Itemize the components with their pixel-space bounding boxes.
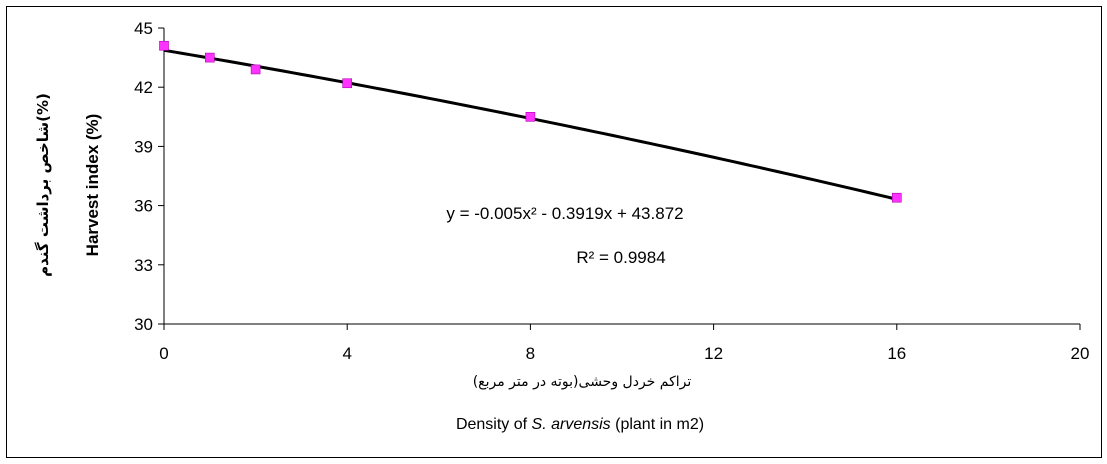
x-tick-label: 12 <box>704 344 723 363</box>
x-axis-title-suffix: (plant in m2) <box>611 416 704 433</box>
trendline-equation: y = -0.005x² - 0.3919x + 43.872 <box>446 204 683 223</box>
x-axis-title: Density of S. arvensis (plant in m2) <box>456 416 704 433</box>
x-tick-label: 8 <box>526 344 535 363</box>
data-point <box>891 192 902 203</box>
x-axis-title-prefix: Density of <box>456 416 532 433</box>
y-tick-label: 42 <box>134 78 153 97</box>
axes: 30 33 36 39 42 45 0 4 8 12 16 20 <box>134 19 1089 363</box>
x-axis-title-species: S. arvensis <box>532 416 611 433</box>
y-tick-label: 36 <box>134 197 153 216</box>
trendline <box>163 48 898 201</box>
data-point <box>250 64 261 75</box>
x-tick-label: 0 <box>159 344 168 363</box>
x-tick-label: 20 <box>1071 344 1090 363</box>
data-point <box>525 112 536 122</box>
x-tick-label: 16 <box>887 344 906 363</box>
trendline-r2: R² = 0.9984 <box>576 248 665 267</box>
data-point <box>205 52 215 63</box>
data-point <box>159 40 169 51</box>
y-tick-label: 45 <box>134 19 153 38</box>
y-tick-label: 39 <box>134 137 153 156</box>
data-point <box>342 78 353 89</box>
y-tick-label: 33 <box>134 256 153 275</box>
y-tick-label: 30 <box>134 315 153 334</box>
x-tick-label: 4 <box>342 344 351 363</box>
trendline-group <box>163 48 898 201</box>
data-points <box>159 40 902 203</box>
y-axis-title-persian: شاخص برداشت گندم(%) <box>34 93 52 277</box>
x-axis-title-persian: تراکم خردل وحشی(بوته در متر مربع) <box>473 374 692 390</box>
chart-frame <box>6 6 1102 458</box>
y-axis-title: Harvest index (%) <box>83 114 102 257</box>
